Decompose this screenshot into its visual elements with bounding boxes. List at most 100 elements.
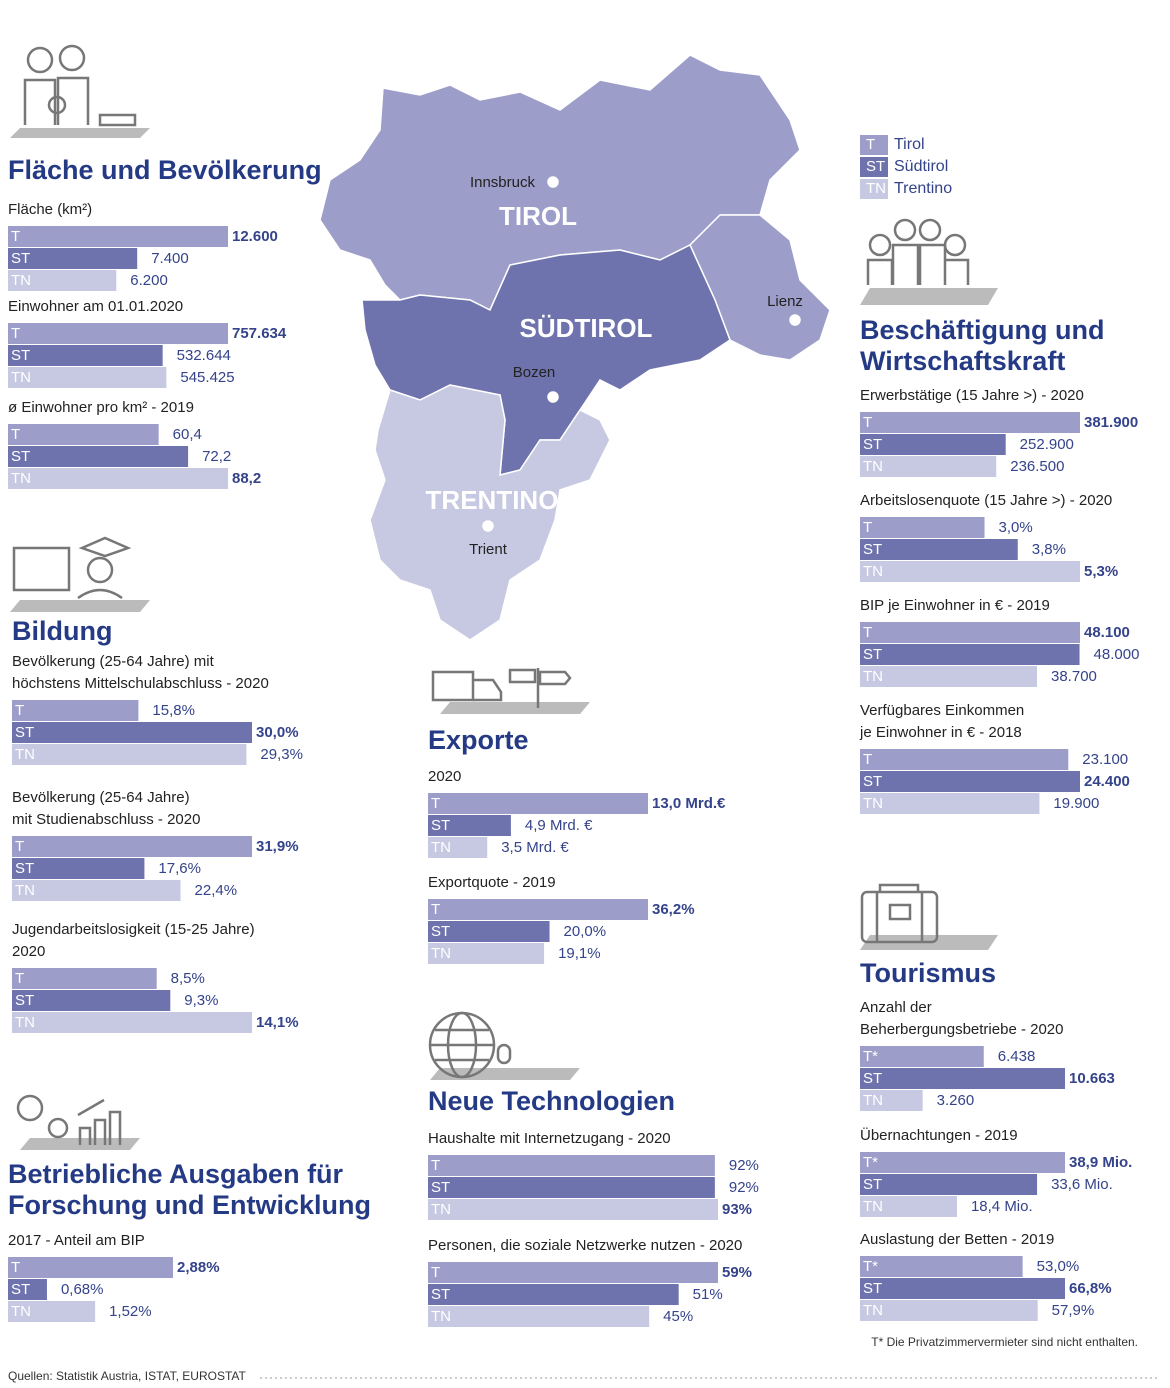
bar bbox=[860, 539, 1018, 560]
bar-category: ST bbox=[863, 541, 882, 558]
bar bbox=[8, 468, 228, 489]
value-label: 18,4 Mio. bbox=[971, 1198, 1033, 1215]
region-label: TIROL bbox=[499, 201, 577, 231]
bar-category: ST bbox=[863, 436, 882, 453]
value-label: 60,4 bbox=[173, 426, 202, 443]
bar-category: TN bbox=[15, 1014, 35, 1031]
region-label: SÜDTIROL bbox=[520, 313, 653, 343]
bar bbox=[860, 1152, 1065, 1173]
bar-category: ST bbox=[11, 448, 30, 465]
legend-code: T bbox=[866, 136, 875, 153]
section-title: Wirtschaftskraft bbox=[860, 346, 1065, 376]
legend-name: Trentino bbox=[894, 180, 952, 197]
bar-category: T bbox=[11, 426, 20, 443]
bar-category: TN bbox=[863, 795, 883, 812]
bar bbox=[860, 1196, 957, 1217]
value-label: 0,68% bbox=[61, 1281, 104, 1298]
chart-label: Erwerbstätige (15 Jahre >) - 2020 bbox=[860, 387, 1084, 404]
bar-category: ST bbox=[15, 992, 34, 1009]
bar-category: TN bbox=[863, 1198, 883, 1215]
bar bbox=[860, 434, 1006, 455]
value-label: 3,8% bbox=[1032, 541, 1066, 558]
bar-category: TN bbox=[863, 563, 883, 580]
legend-code: TN bbox=[866, 180, 886, 197]
chart-label: mit Studienabschluss - 2020 bbox=[12, 811, 200, 828]
bar-category: ST bbox=[863, 646, 882, 663]
section-title: Forschung und Entwicklung bbox=[8, 1190, 371, 1220]
bar-category: TN bbox=[11, 470, 31, 487]
value-label: 19,1% bbox=[558, 945, 601, 962]
chart-label: Einwohner am 01.01.2020 bbox=[8, 298, 183, 315]
bar bbox=[428, 921, 550, 942]
region-label: TRENTINO bbox=[426, 485, 559, 515]
chart-label: Bevölkerung (25-64 Jahre) bbox=[12, 789, 190, 806]
bar bbox=[8, 345, 163, 366]
value-label: 4,9 Mrd. € bbox=[525, 817, 593, 834]
bar-category: ST bbox=[863, 1280, 882, 1297]
bar-category: TN bbox=[431, 945, 451, 962]
bar bbox=[428, 837, 488, 858]
bar bbox=[8, 424, 159, 445]
bar-category: T* bbox=[863, 1048, 878, 1065]
bar-category: T bbox=[15, 838, 24, 855]
value-label: 93% bbox=[722, 1201, 752, 1218]
bar-category: ST bbox=[11, 347, 30, 364]
bar bbox=[12, 700, 139, 721]
chart-label: Anzahl der bbox=[860, 999, 932, 1016]
bar bbox=[860, 793, 1040, 814]
bar-category: TN bbox=[431, 839, 451, 856]
icons bbox=[10, 44, 998, 1150]
bar-category: TN bbox=[11, 272, 31, 289]
city-dot bbox=[547, 391, 559, 403]
bar bbox=[860, 1300, 1038, 1321]
value-label: 14,1% bbox=[256, 1014, 299, 1031]
footnote: T* Die Privatzimmervermieter sind nicht … bbox=[871, 1335, 1138, 1349]
value-label: 10.663 bbox=[1069, 1070, 1115, 1087]
bar-category: T bbox=[11, 325, 20, 342]
bar bbox=[428, 1262, 718, 1283]
bar-category: T bbox=[15, 970, 24, 987]
bar bbox=[860, 456, 997, 477]
chart-label: 2020 bbox=[12, 943, 45, 960]
bar-category: ST bbox=[15, 860, 34, 877]
bar-category: ST bbox=[11, 250, 30, 267]
bar bbox=[12, 858, 145, 879]
section-title: Neue Technologien bbox=[428, 1086, 675, 1116]
bar-category: TN bbox=[863, 1092, 883, 1109]
icon-suitcase bbox=[860, 883, 939, 944]
bar-category: T bbox=[11, 228, 20, 245]
chart-label: je Einwohner in € - 2018 bbox=[859, 724, 1022, 741]
bar bbox=[8, 248, 138, 269]
value-label: 53,0% bbox=[1037, 1258, 1080, 1275]
value-label: 2,88% bbox=[177, 1259, 220, 1276]
bar-category: TN bbox=[431, 1201, 451, 1218]
value-label: 19.900 bbox=[1053, 795, 1099, 812]
value-label: 1,52% bbox=[109, 1303, 152, 1320]
value-label: 31,9% bbox=[256, 838, 299, 855]
value-label: 252.900 bbox=[1020, 436, 1074, 453]
chart-label: Jugendarbeitslosigkeit (15-25 Jahre) bbox=[12, 921, 255, 938]
legend-swatch bbox=[860, 179, 888, 199]
legend-code: ST bbox=[866, 158, 885, 175]
legend-swatch bbox=[860, 135, 888, 155]
value-label: 236.500 bbox=[1010, 458, 1064, 475]
icon-education bbox=[12, 536, 132, 600]
section-title: Bildung bbox=[12, 616, 112, 646]
icon-research bbox=[16, 1094, 122, 1145]
value-label: 30,0% bbox=[256, 724, 299, 741]
value-label: 757.634 bbox=[232, 325, 287, 342]
bar bbox=[860, 1068, 1065, 1089]
bar bbox=[860, 517, 985, 538]
value-label: 532.644 bbox=[177, 347, 231, 364]
bar-category: TN bbox=[431, 1308, 451, 1325]
bar-category: TN bbox=[863, 458, 883, 475]
bar-category: TN bbox=[11, 1303, 31, 1320]
bar-category: T bbox=[431, 901, 440, 918]
bar bbox=[860, 622, 1080, 643]
value-label: 3.260 bbox=[937, 1092, 975, 1109]
bar-category: TN bbox=[863, 668, 883, 685]
bar bbox=[12, 880, 181, 901]
bar bbox=[428, 899, 648, 920]
bar-category: T bbox=[863, 414, 872, 431]
